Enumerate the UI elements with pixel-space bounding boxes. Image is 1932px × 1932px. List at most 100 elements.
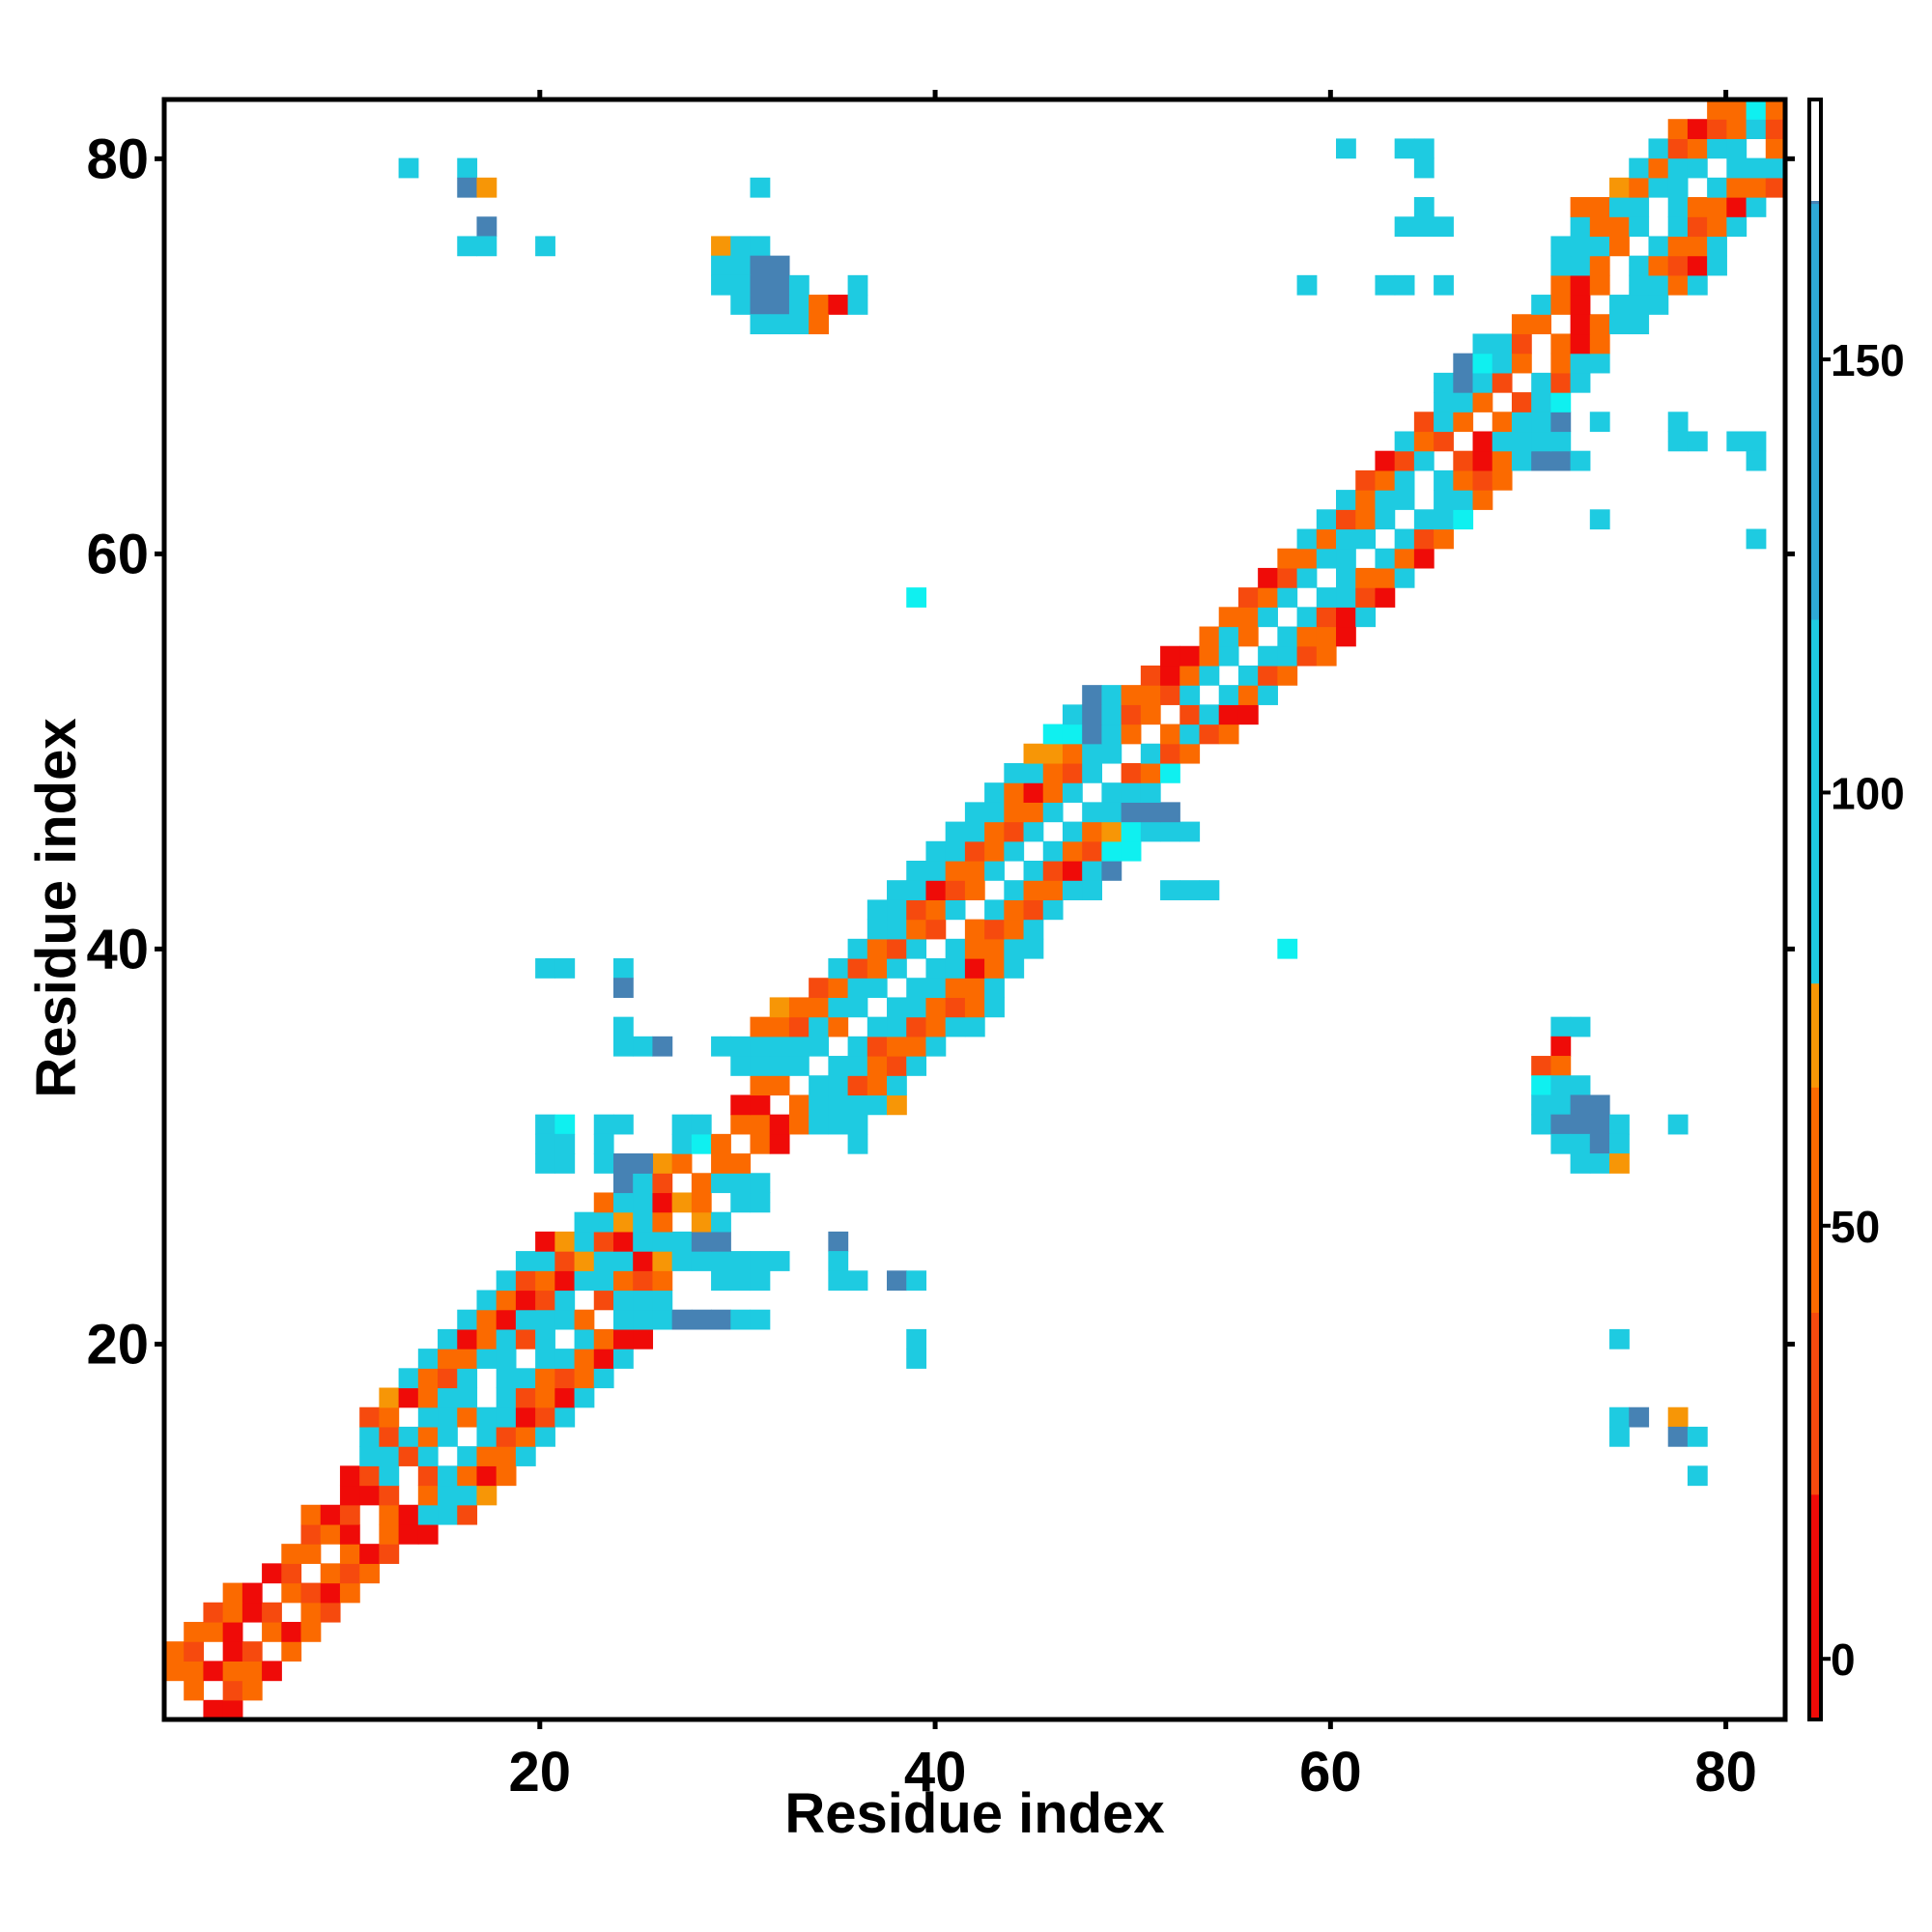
heatmap-cell (1531, 372, 1551, 393)
heatmap-cell (1726, 177, 1747, 198)
heatmap-cell (964, 1016, 985, 1037)
heatmap-cell (476, 1426, 497, 1447)
heatmap-cell (203, 1699, 224, 1720)
heatmap-cell (1082, 840, 1103, 862)
heatmap-cell (1394, 216, 1415, 238)
heatmap-cell (1629, 255, 1650, 276)
heatmap-cell (457, 1485, 478, 1506)
heatmap-cell (1492, 431, 1513, 452)
heatmap-cell (691, 1251, 712, 1271)
heatmap-cell (769, 997, 790, 1018)
heatmap-cell (398, 1446, 419, 1466)
heatmap-cell (1062, 782, 1083, 803)
heatmap-cell (1667, 236, 1689, 257)
heatmap-cell (984, 938, 1005, 959)
heatmap-cell (1199, 704, 1220, 725)
heatmap-cell (847, 1270, 868, 1292)
heatmap-cell (1258, 567, 1278, 588)
heatmap-cell (945, 899, 966, 921)
heatmap-cell (1589, 216, 1610, 238)
heatmap-cell (496, 1309, 517, 1330)
heatmap-cell (398, 157, 419, 179)
heatmap-cell (691, 1133, 712, 1154)
heatmap-cell (612, 1114, 634, 1135)
heatmap-cell (691, 1192, 712, 1213)
heatmap-cell (945, 938, 966, 959)
heatmap-cell (1726, 157, 1747, 179)
heatmap-cell (535, 236, 555, 257)
heatmap-cell (769, 1114, 790, 1135)
heatmap-cell (222, 1582, 243, 1604)
heatmap-cell (1765, 138, 1786, 159)
heatmap-cell (320, 1602, 341, 1623)
heatmap-cell (1765, 119, 1786, 139)
heatmap-cell (476, 1446, 497, 1466)
heatmap-cell (1179, 645, 1201, 667)
heatmap-cell (867, 938, 888, 959)
colorbar-band (1809, 1312, 1821, 1495)
heatmap-cell (1629, 177, 1650, 198)
heatmap-cell (554, 1349, 576, 1369)
heatmap-cell (750, 1309, 771, 1330)
heatmap-cell (574, 1328, 595, 1350)
heatmap-cell (1023, 782, 1044, 803)
heatmap-cell (1394, 431, 1415, 452)
heatmap-cell (1258, 587, 1278, 608)
heatmap-cell (379, 1406, 400, 1428)
heatmap-cell (242, 1661, 263, 1682)
heatmap-cell (359, 1465, 380, 1487)
heatmap-cell (457, 1406, 478, 1428)
heatmap-cell (379, 1465, 400, 1487)
heatmap-cell (788, 1094, 810, 1116)
heatmap-cell (964, 997, 985, 1018)
heatmap-cell (1667, 1114, 1689, 1135)
heatmap-cell (417, 1446, 439, 1466)
heatmap-cell (1042, 724, 1064, 745)
x-tick-label: 40 (904, 1741, 967, 1804)
heatmap-cell (1316, 626, 1337, 647)
heatmap-cell (574, 1211, 595, 1233)
heatmap-cell (750, 177, 771, 198)
heatmap-cell (1082, 704, 1103, 725)
heatmap-cell (828, 958, 849, 979)
heatmap-cell (1531, 412, 1551, 433)
heatmap-cell (788, 1114, 810, 1135)
heatmap-cell (1687, 216, 1708, 238)
heatmap-cell (711, 1173, 731, 1194)
heatmap-cell (1648, 236, 1669, 257)
heatmap-cell (1316, 587, 1337, 608)
heatmap-cell (633, 1290, 654, 1311)
heatmap-cell (515, 1270, 536, 1292)
heatmap-cell (1589, 509, 1610, 530)
heatmap-cell (1218, 626, 1239, 647)
heatmap-cell (1687, 1465, 1708, 1487)
heatmap-cell (652, 1036, 673, 1057)
heatmap-cell (633, 1192, 654, 1213)
heatmap-cell (750, 274, 771, 296)
heatmap-cell (417, 1368, 439, 1389)
heatmap-cell (1336, 607, 1356, 628)
heatmap-cell (887, 880, 907, 900)
heatmap-cell (203, 1661, 224, 1682)
heatmap-cell (1492, 412, 1513, 433)
heatmap-cell (945, 880, 966, 900)
heatmap-cell (867, 1075, 888, 1096)
heatmap-cell (1492, 353, 1513, 374)
heatmap-cell (612, 1349, 634, 1369)
heatmap-cell (1726, 216, 1747, 238)
heatmap-cell (1589, 412, 1610, 433)
heatmap-cell (730, 236, 752, 257)
heatmap-cell (476, 1328, 497, 1350)
heatmap-cell (476, 236, 497, 257)
heatmap-cell (496, 1406, 517, 1428)
heatmap-cell (222, 1680, 243, 1701)
heatmap-cell (1218, 724, 1239, 745)
heatmap-cell (906, 1036, 927, 1057)
heatmap-cell (281, 1563, 302, 1584)
heatmap-cell (476, 1349, 497, 1369)
heatmap-cell (652, 1251, 673, 1271)
heatmap-cell (379, 1387, 400, 1408)
heatmap-cell (1375, 490, 1396, 510)
heatmap-cell (1472, 450, 1493, 471)
heatmap-cell (1609, 314, 1630, 335)
